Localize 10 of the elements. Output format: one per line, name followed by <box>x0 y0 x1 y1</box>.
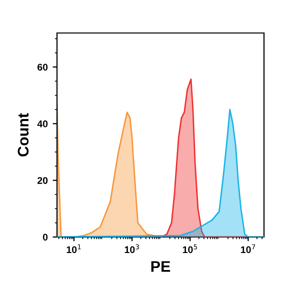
x-tick-label: 10$^{1}$ <box>66 244 81 254</box>
x-axis-title: PE <box>151 261 170 272</box>
x-tick-label: 10$^{7}$ <box>241 244 256 254</box>
y-tick-label: 20 <box>37 177 48 184</box>
x-tick-label: 10$^{5}$ <box>182 244 197 254</box>
x-tick-label: 10$^{3}$ <box>124 244 139 254</box>
y-tick-label: 60 <box>38 64 48 71</box>
y-tick-label: 0 <box>42 234 48 241</box>
y-tick-label: 40 <box>37 120 48 128</box>
y-axis-title: Count <box>18 113 29 156</box>
